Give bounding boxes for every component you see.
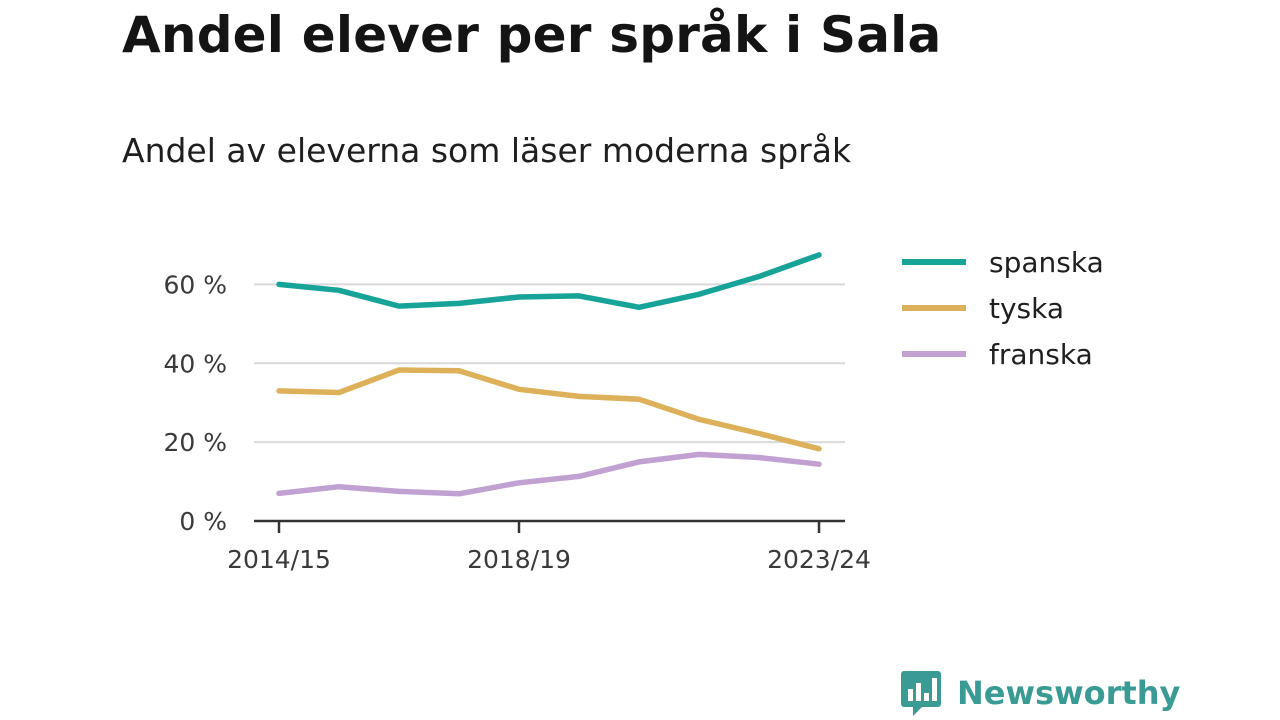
x-tick-label: 2023/24: [767, 545, 871, 574]
y-tick-label: 0 %: [179, 507, 227, 536]
legend: spanska tyska franska: [902, 246, 1104, 371]
series-lines: [276, 252, 822, 497]
legend-item-franska: franska: [902, 338, 1093, 371]
brand-name: Newsworthy: [957, 674, 1181, 712]
legend-item-spanska: spanska: [902, 246, 1104, 279]
grid-lines: [254, 283, 845, 444]
series-line-tyska: [276, 367, 822, 452]
x-axis-tick-labels: 2014/15 2018/19 2023/24: [227, 545, 871, 574]
series-line-franska: [276, 451, 822, 497]
bar-chart-speech-bubble-icon: [901, 671, 941, 716]
y-tick-label: 40 %: [163, 349, 227, 378]
chart-title: Andel elever per språk i Sala: [122, 6, 942, 64]
legend-label: tyska: [989, 292, 1064, 325]
series-line-spanska: [276, 252, 822, 311]
y-axis-tick-labels: 0 % 20 % 40 % 60 %: [163, 270, 227, 536]
x-tick-label: 2014/15: [227, 545, 331, 574]
legend-label: franska: [989, 338, 1093, 371]
line-chart: 0 % 20 % 40 % 60 % 2014/15 2018/19 2023/24 sp…: [163, 246, 1104, 574]
chart-subtitle: Andel av eleverna som läser moderna språ…: [122, 131, 852, 170]
x-tick-label: 2018/19: [467, 545, 571, 574]
x-axis: [254, 519, 845, 533]
newsworthy-brand: Newsworthy: [900, 668, 1180, 718]
y-tick-label: 60 %: [163, 270, 227, 299]
y-tick-label: 20 %: [163, 428, 227, 457]
legend-label: spanska: [989, 246, 1104, 279]
legend-item-tyska: tyska: [902, 292, 1064, 325]
